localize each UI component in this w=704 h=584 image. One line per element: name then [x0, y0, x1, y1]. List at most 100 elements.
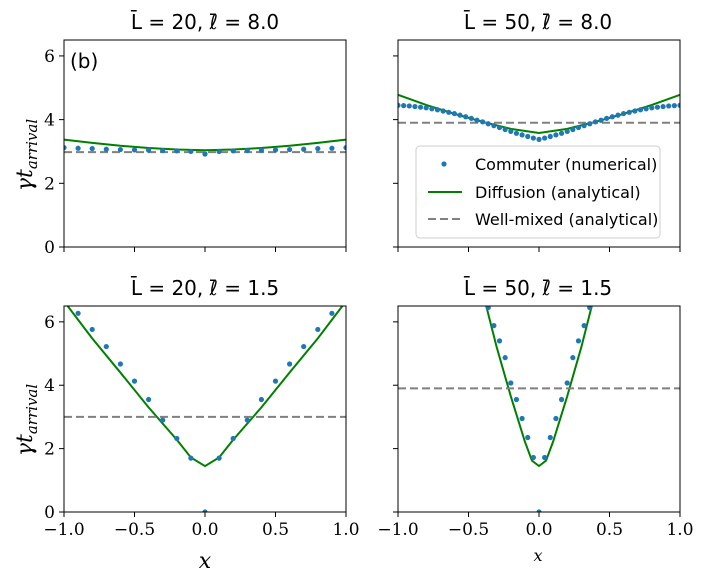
- commuter-point: [440, 108, 446, 114]
- commuter-point: [626, 109, 632, 115]
- legend-box: [415, 145, 661, 239]
- commuter-point: [637, 107, 644, 113]
- commuter-point: [188, 455, 194, 461]
- commuter-point: [417, 104, 424, 110]
- commuter-point: [329, 310, 335, 316]
- commuter-point: [491, 323, 497, 329]
- commuter-point: [558, 130, 565, 136]
- commuter-point: [553, 132, 559, 138]
- commuter-point: [553, 415, 559, 422]
- y-tick-label: 0: [44, 503, 55, 523]
- commuter-point: [570, 126, 576, 133]
- panel-title-bottom-left: L̄ = 20, ℓ̄ = 1.5: [131, 275, 279, 300]
- commuter-point: [570, 355, 576, 361]
- commuter-point: [615, 112, 621, 118]
- commuter-point: [301, 343, 307, 350]
- commuter-point: [258, 396, 264, 403]
- commuter-point: [513, 396, 520, 403]
- commuter-point: [89, 145, 95, 152]
- x-tick-label: −0.5: [448, 520, 489, 540]
- commuter-point: [587, 121, 593, 127]
- commuter-point: [103, 146, 109, 152]
- commuter-point: [230, 148, 236, 154]
- commuter-point: [272, 378, 279, 384]
- y-tick-label: 6: [44, 47, 55, 67]
- commuter-point: [547, 133, 553, 140]
- commuter-point: [131, 147, 138, 153]
- commuter-point: [480, 119, 486, 125]
- commuter-point: [581, 323, 587, 329]
- commuter-point: [660, 103, 666, 110]
- x-tick-label: −1.0: [377, 520, 418, 540]
- commuter-point: [621, 110, 627, 117]
- commuter-point: [547, 434, 553, 441]
- commuter-point: [654, 104, 661, 110]
- commuter-point: [519, 132, 525, 138]
- commuter-point: [188, 148, 194, 155]
- legend-label-diffusion: Diffusion (analytical): [475, 183, 641, 202]
- commuter-point: [401, 103, 407, 109]
- commuter-point: [75, 310, 81, 316]
- commuter-point: [474, 117, 480, 123]
- commuter-point: [412, 103, 418, 110]
- y-tick-label: 2: [44, 440, 55, 460]
- panel-label: (b): [70, 49, 98, 73]
- commuter-point: [508, 128, 514, 134]
- svg-text:γtarrival: γtarrival: [13, 384, 41, 456]
- commuter-point: [244, 147, 250, 154]
- commuter-point: [160, 147, 166, 154]
- commuter-point: [508, 380, 514, 386]
- y-tick-label: 0: [44, 238, 55, 258]
- commuter-point: [643, 106, 649, 112]
- commuter-point: [131, 378, 138, 384]
- commuter-point: [575, 338, 582, 344]
- commuter-point: [64, 145, 67, 151]
- commuter-point: [174, 435, 180, 442]
- x-tick-label: 0.0: [525, 520, 552, 540]
- commuter-point: [502, 355, 508, 361]
- legend-label-well-mixed: Well-mixed (analytical): [475, 210, 658, 229]
- commuter-point: [542, 454, 548, 461]
- commuter-point: [536, 509, 542, 512]
- commuter-point: [525, 133, 531, 140]
- plot-area-bottom-right: [398, 306, 680, 512]
- commuter-point: [301, 146, 307, 152]
- commuter-point: [343, 145, 346, 151]
- commuter-point: [457, 112, 463, 118]
- commuter-point: [485, 306, 491, 311]
- commuter-point: [525, 434, 531, 441]
- x-axis-label-left: x: [199, 549, 212, 574]
- commuter-point: [609, 114, 615, 120]
- x-tick-label: 1.0: [666, 520, 693, 540]
- commuter-point: [632, 108, 638, 114]
- commuter-point: [564, 128, 570, 134]
- commuter-point: [491, 123, 497, 129]
- diffusion-curve: [64, 138, 346, 152]
- commuter-point: [649, 105, 655, 111]
- commuter-point: [575, 124, 582, 131]
- x-tick-label: −1.0: [43, 520, 84, 540]
- commuter-point: [216, 148, 222, 155]
- y-tick-label: 6: [44, 313, 55, 333]
- commuter-point: [174, 148, 180, 154]
- commuter-point: [604, 115, 610, 121]
- commuter-point: [315, 326, 321, 333]
- commuter-point: [258, 147, 264, 153]
- commuter-point: [202, 151, 208, 157]
- commuter-point: [146, 396, 152, 403]
- x-tick-label: 0.5: [596, 520, 623, 540]
- commuter-point: [677, 102, 680, 108]
- commuter-point: [463, 114, 469, 120]
- commuter-point: [117, 146, 123, 153]
- commuter-point: [103, 343, 109, 350]
- commuter-point: [329, 145, 335, 151]
- plot-area-bottom-left: [64, 306, 346, 512]
- commuter-point: [287, 146, 293, 153]
- commuter-point: [451, 110, 457, 117]
- panel-title-bottom-right: L̄ = 50, ℓ̄ = 1.5: [464, 275, 612, 300]
- commuter-point: [542, 135, 548, 141]
- commuter-point: [592, 119, 599, 125]
- axes-frame: [397, 305, 681, 513]
- diffusion-curve: [485, 306, 593, 468]
